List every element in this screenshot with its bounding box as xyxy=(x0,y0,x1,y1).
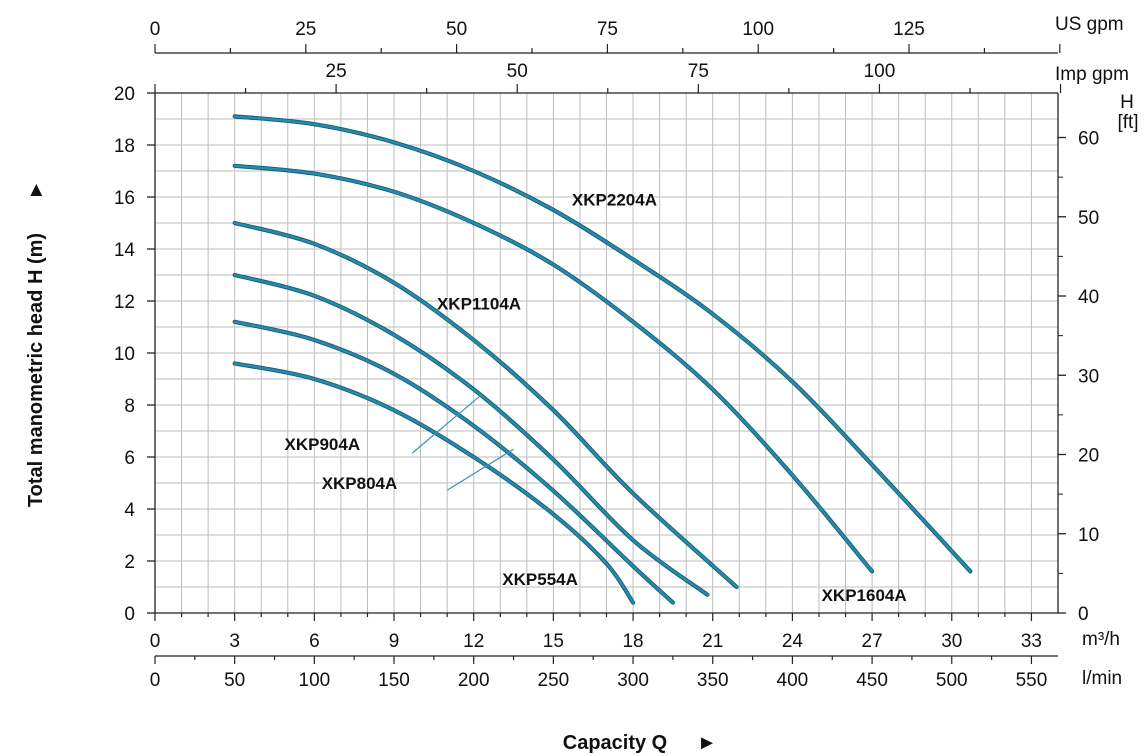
x-lmin-tick-label: 450 xyxy=(856,670,888,691)
pump-curve-outline xyxy=(232,114,973,574)
y-ft-tick-label: 50 xyxy=(1078,208,1099,229)
x-lmin-tick-label: 350 xyxy=(697,670,729,691)
series-label-xkp1104a: XKP1104A xyxy=(437,295,521,314)
series-label-xkp554a: XKP554A xyxy=(502,570,578,589)
pump-curve-xkp554a xyxy=(233,362,635,604)
y-axis-title: Total manometric head H (m) xyxy=(25,233,47,507)
y-axis-arrow: ► xyxy=(25,180,47,200)
x-lmin-tick-label: 100 xyxy=(299,670,331,691)
x-lmin-tick-label: 550 xyxy=(1016,670,1048,691)
x-axis-impgpm-unit: Imp gpm xyxy=(1055,64,1129,85)
x-lmin-tick-label: 300 xyxy=(617,670,649,691)
x-usgpm-tick-label: 50 xyxy=(446,19,467,40)
x-tick-label: 6 xyxy=(309,631,320,652)
pump-curve-xkp904a xyxy=(233,273,709,596)
x-tick-label: 27 xyxy=(862,631,883,652)
y-tick-label: 20 xyxy=(114,84,135,105)
series-label-xkp904a: XKP904A xyxy=(285,435,361,454)
x-impgpm-tick-label: 75 xyxy=(688,61,709,82)
x-usgpm-tick-label: 125 xyxy=(893,19,925,40)
pump-curves xyxy=(232,114,973,605)
x-lmin-tick-label: 150 xyxy=(378,670,410,691)
y-axis-ft-label: H xyxy=(1120,92,1134,113)
x-tick-label: 30 xyxy=(941,631,962,652)
y-tick-label: 4 xyxy=(124,500,135,521)
y-ft-tick-label: 10 xyxy=(1078,525,1099,546)
series-label-xkp1604a: XKP1604A xyxy=(822,586,907,605)
x-lmin-tick-label: 400 xyxy=(777,670,809,691)
y-ft-tick-label: 0 xyxy=(1078,604,1089,625)
y-tick-label: 6 xyxy=(124,448,135,469)
series-label-xkp2204a: XKP2204A xyxy=(572,191,657,210)
x-tick-label: 9 xyxy=(389,631,400,652)
x-usgpm-tick-label: 100 xyxy=(742,19,774,40)
x-lmin-tick-label: 50 xyxy=(224,670,245,691)
x-axis-title: Capacity Q xyxy=(563,732,667,754)
x-tick-label: 0 xyxy=(150,631,161,652)
y-tick-label: 8 xyxy=(124,396,135,417)
x-tick-label: 15 xyxy=(543,631,564,652)
x-tick-label: 21 xyxy=(702,631,723,652)
x-usgpm-tick-label: 75 xyxy=(597,19,618,40)
x-lmin-tick-label: 0 xyxy=(150,670,161,691)
y-tick-label: 18 xyxy=(114,136,135,157)
x-impgpm-tick-label: 25 xyxy=(326,61,347,82)
x-axis-lmin-unit: l/min xyxy=(1082,668,1122,689)
x-usgpm-tick-label: 0 xyxy=(150,19,161,40)
leader-line-xkp804a xyxy=(447,448,514,491)
y-tick-label: 14 xyxy=(114,240,136,261)
pump-curve-xkp1604a xyxy=(233,164,874,573)
x-lmin-tick-label: 250 xyxy=(538,670,570,691)
pump-curve-xkp2204a xyxy=(233,115,972,573)
y-tick-label: 10 xyxy=(114,344,135,365)
y-tick-label: 16 xyxy=(114,188,135,209)
x-lmin-tick-label: 200 xyxy=(458,670,490,691)
x-axis-usgpm-unit: US gpm xyxy=(1055,14,1124,35)
x-usgpm-tick-label: 25 xyxy=(295,19,316,40)
y-tick-label: 0 xyxy=(124,604,135,625)
y-ft-tick-label: 20 xyxy=(1078,446,1099,467)
x-tick-label: 33 xyxy=(1021,631,1042,652)
y-tick-label: 2 xyxy=(124,552,135,573)
x-tick-label: 24 xyxy=(782,631,804,652)
y-ft-tick-label: 40 xyxy=(1078,287,1099,308)
y-tick-label: 12 xyxy=(114,292,135,313)
curve-labels: XKP2204A XKP1104A XKP904A XKP804A XKP554A XKP… xyxy=(285,191,907,605)
x-impgpm-tick-label: 100 xyxy=(864,61,896,82)
y-ft-tick-label: 30 xyxy=(1078,366,1099,387)
series-label-xkp804a: XKP804A xyxy=(322,474,398,493)
pump-curve-xkp1104a xyxy=(233,221,738,589)
x-tick-label: 18 xyxy=(622,631,643,652)
x-axis-m3h-unit: m³/h xyxy=(1082,629,1120,650)
x-axis-arrow: ► xyxy=(697,732,717,754)
x-tick-label: 3 xyxy=(229,631,240,652)
y-ft-tick-label: 60 xyxy=(1078,129,1099,150)
pump-curve-xkp804a xyxy=(233,320,675,604)
x-impgpm-tick-label: 50 xyxy=(507,61,528,82)
y-axis-ft-unit: [ft] xyxy=(1117,112,1138,133)
leader-line-xkp904a xyxy=(411,394,483,454)
x-lmin-tick-label: 500 xyxy=(936,670,968,691)
pump-curve-outline xyxy=(232,319,675,605)
x-tick-label: 12 xyxy=(463,631,484,652)
grid xyxy=(155,93,1058,613)
